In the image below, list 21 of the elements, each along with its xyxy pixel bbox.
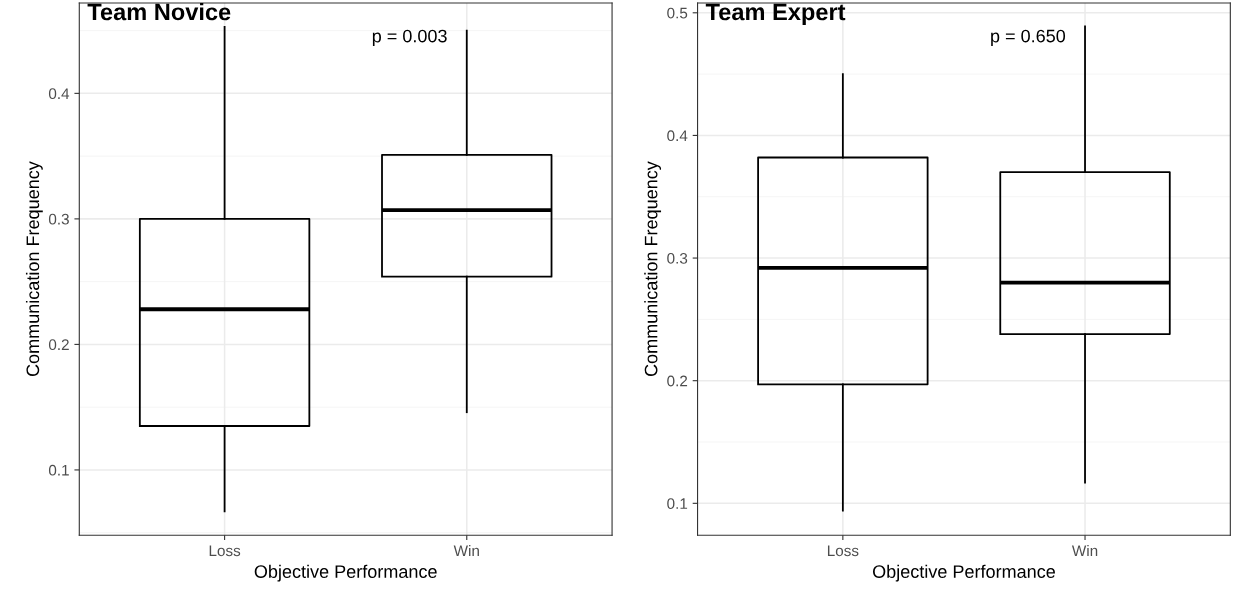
x-tick-label: Loss xyxy=(209,545,241,557)
y-tick-label: 0.4 xyxy=(667,130,688,142)
y-tick-label: 0.5 xyxy=(667,7,688,19)
y-tick-label: 0.3 xyxy=(48,213,69,225)
y-axis-title: Communication Frequency xyxy=(644,161,662,377)
x-tick-label: Loss xyxy=(827,545,859,557)
x-axis-title: Objective Performance xyxy=(254,564,437,582)
y-tick-label: 0.1 xyxy=(667,498,688,510)
annotation: p = 0.650 xyxy=(991,29,1066,46)
y-tick-label: 0.2 xyxy=(48,339,69,351)
chart-title: Team Expert xyxy=(705,3,846,25)
y-tick-label: 0.4 xyxy=(48,88,70,100)
annotation: p = 0.003 xyxy=(372,29,447,46)
x-tick-label: Win xyxy=(1071,544,1098,556)
y-axis-title: Communication Frequency xyxy=(25,161,43,377)
y-tick-label: 0.1 xyxy=(48,464,69,476)
y-tick-label: 0.3 xyxy=(667,252,688,264)
x-tick-label: Win xyxy=(453,544,479,556)
x-axis-title: Objective Performance xyxy=(872,564,1055,582)
y-tick-label: 0.2 xyxy=(667,375,688,387)
chart-title: Team Novice xyxy=(87,2,231,21)
